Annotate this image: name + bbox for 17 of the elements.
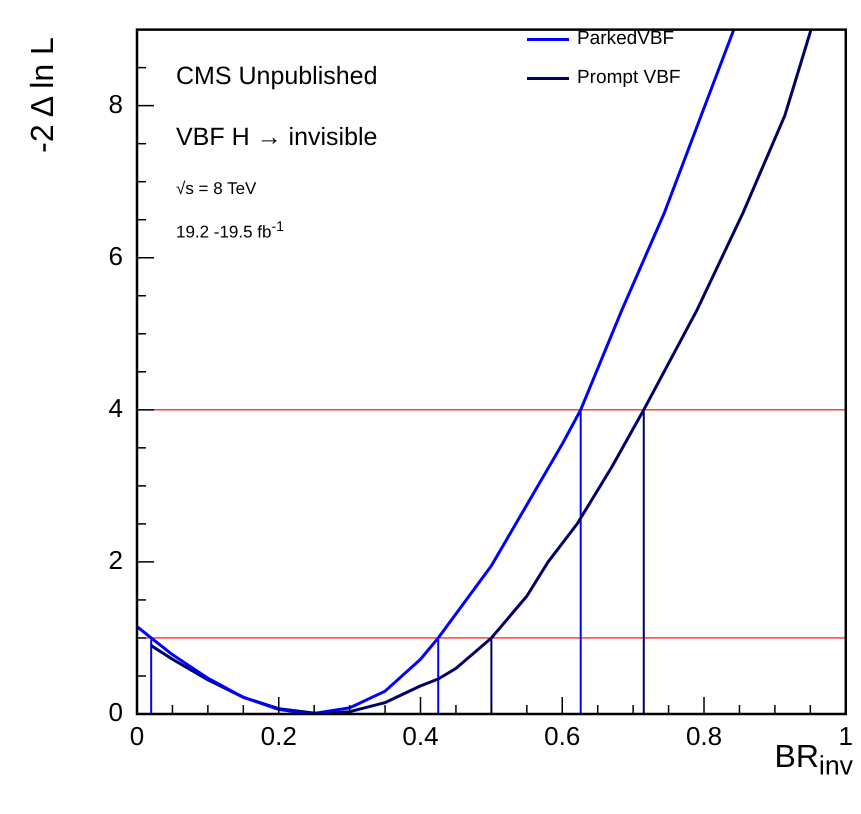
x-tick-label: 0.6 bbox=[544, 720, 580, 751]
annotation: VBF H → invisible bbox=[176, 123, 378, 151]
x-tick-label: 0.4 bbox=[402, 720, 439, 751]
y-tick-label: 2 bbox=[108, 545, 123, 576]
y-axis-title: -2 Δ ln L bbox=[24, 37, 60, 153]
annotation: CMS Unpublished bbox=[176, 62, 378, 90]
annotation: 19.2 -19.5 fb$^{-1}$ bbox=[176, 219, 284, 242]
x-tick-label: 0 bbox=[130, 720, 144, 751]
y-tick-label: 4 bbox=[108, 392, 123, 423]
legend-label: ParkedVBF bbox=[577, 28, 674, 50]
x-tick-label: 0.8 bbox=[686, 720, 722, 751]
annotation: √s = 8 TeV bbox=[176, 179, 256, 198]
y-tick-label: 0 bbox=[108, 697, 123, 728]
x-tick-label: 0.2 bbox=[260, 720, 297, 751]
y-tick-label: 8 bbox=[108, 88, 123, 119]
legend-label: Prompt VBF bbox=[577, 67, 680, 89]
y-tick-label: 6 bbox=[108, 240, 123, 271]
